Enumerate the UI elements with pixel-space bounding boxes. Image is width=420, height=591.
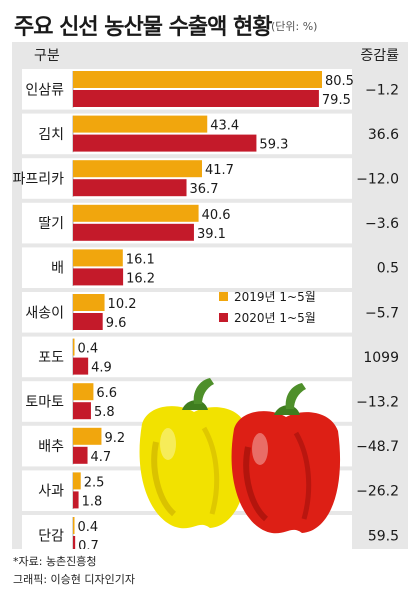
data-label-2019: 80.5 — [325, 74, 354, 89]
bar-2020 — [73, 402, 91, 420]
row-7-background — [22, 336, 352, 378]
bar-chart: 인삼류 80.5 79.5 −1.2 김치 43.4 59.3 36.6 파프리카 41.7 36.… — [12, 69, 399, 549]
category-label: 딸기 — [38, 216, 64, 232]
source-note: *자료: 농촌진흥청 — [13, 555, 97, 568]
bar-2019 — [73, 338, 75, 356]
data-label-2020: 36.7 — [190, 182, 219, 197]
legend-swatch-2019 — [219, 292, 228, 301]
bar-2020 — [73, 223, 194, 241]
bar-2020 — [73, 536, 76, 549]
data-label-2019: 40.6 — [202, 208, 231, 223]
data-label-2019: 2.5 — [84, 475, 105, 490]
data-label-2019: 10.2 — [108, 297, 137, 312]
category-label: 김치 — [38, 127, 64, 143]
bar-2019 — [73, 115, 208, 133]
category-header: 구분 — [34, 48, 60, 64]
bar-2019 — [73, 472, 81, 490]
change-rate-value: 59.5 — [368, 528, 399, 544]
category-label: 배 — [51, 261, 64, 277]
data-label-2020: 16.2 — [126, 271, 155, 286]
bar-2019 — [73, 294, 105, 311]
data-label-2020: 59.3 — [259, 138, 288, 153]
data-label-2020: 79.5 — [322, 93, 351, 108]
category-label: 단감 — [38, 528, 64, 544]
category-label: 파프리카 — [12, 172, 64, 188]
bar-2020 — [73, 268, 124, 286]
data-label-2020: 0.7 — [78, 539, 99, 549]
data-label-2020: 4.9 — [91, 361, 112, 376]
change-rate-value: −48.7 — [356, 439, 399, 455]
data-label-2020: 39.1 — [197, 227, 226, 242]
change-rate-value: 0.5 — [377, 261, 399, 277]
data-label-2019: 0.4 — [78, 520, 99, 535]
data-label-2019: 16.1 — [126, 252, 155, 267]
change-rate-value: −3.6 — [365, 216, 399, 232]
change-rate-value: 36.6 — [368, 127, 399, 143]
change-rate-value: −5.7 — [365, 305, 399, 321]
row-5-background — [22, 247, 352, 288]
bar-2019 — [73, 71, 322, 88]
bar-2020 — [73, 134, 257, 152]
change-rate-value: −1.2 — [365, 82, 399, 98]
change-rate-value: −12.0 — [356, 172, 399, 188]
category-label: 인삼류 — [25, 82, 64, 98]
yellow-pepper-illustration — [139, 378, 249, 529]
data-label-2020: 9.6 — [106, 316, 127, 331]
bar-2019 — [73, 383, 94, 401]
legend-swatch-2020 — [219, 313, 228, 322]
bar-2020 — [73, 90, 319, 107]
bar-2019 — [73, 517, 75, 534]
data-label-2020: 1.8 — [82, 494, 103, 509]
category-label: 배추 — [38, 439, 64, 455]
data-label-2019: 43.4 — [210, 119, 239, 134]
bar-2020 — [73, 491, 79, 509]
change-rate-value: −26.2 — [356, 484, 399, 500]
category-label: 포도 — [38, 350, 64, 366]
category-label: 사과 — [38, 484, 64, 500]
data-label-2019: 41.7 — [205, 163, 234, 178]
data-label-2019: 0.4 — [78, 342, 99, 357]
legend-label-2020: 2020년 1~5월 — [234, 311, 316, 325]
change-rate-value: −13.2 — [356, 395, 399, 411]
data-label-2020: 4.7 — [91, 450, 112, 465]
chart-panel: 구분 증감률 인삼류 80.5 79.5 −1.2 김치 43.4 59.3 36.6 파프리카… — [12, 42, 408, 549]
change-rate-header: 증감률 — [360, 48, 399, 64]
bar-2019 — [73, 160, 202, 178]
chart-title: 주요 신선 농산물 수출액 현황 — [14, 15, 273, 40]
change-rate-value: 1099 — [363, 350, 399, 366]
graphic-credit: 그래픽: 이승현 디자인기자 — [13, 573, 136, 586]
data-label-2020: 5.8 — [94, 405, 115, 420]
legend-label-2019: 2019년 1~5월 — [234, 290, 316, 304]
bar-2019 — [73, 249, 123, 267]
data-label-2019: 9.2 — [104, 431, 125, 446]
bar-2020 — [73, 179, 187, 197]
bar-2020 — [73, 357, 89, 375]
category-label: 새송이 — [25, 305, 64, 321]
unit-label: (단위: %) — [271, 20, 318, 33]
category-label: 토마토 — [25, 395, 64, 411]
red-pepper-illustration — [231, 383, 341, 534]
bar-2019 — [73, 427, 102, 445]
bar-2020 — [73, 446, 88, 464]
bar-2019 — [73, 204, 199, 222]
data-label-2019: 6.6 — [96, 386, 117, 401]
bar-2020 — [73, 313, 103, 330]
